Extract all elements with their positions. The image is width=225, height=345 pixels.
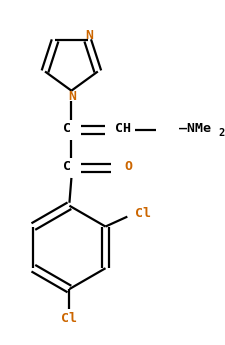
Text: 2: 2 (218, 128, 225, 138)
Text: C: C (63, 122, 72, 135)
Text: N: N (86, 29, 94, 42)
Text: CH: CH (115, 122, 131, 135)
Text: C: C (63, 159, 72, 172)
Text: N: N (68, 90, 76, 103)
Text: O: O (124, 159, 132, 172)
Text: —NMe: —NMe (178, 122, 211, 135)
Text: Cl: Cl (61, 312, 77, 325)
Text: Cl: Cl (135, 207, 151, 220)
